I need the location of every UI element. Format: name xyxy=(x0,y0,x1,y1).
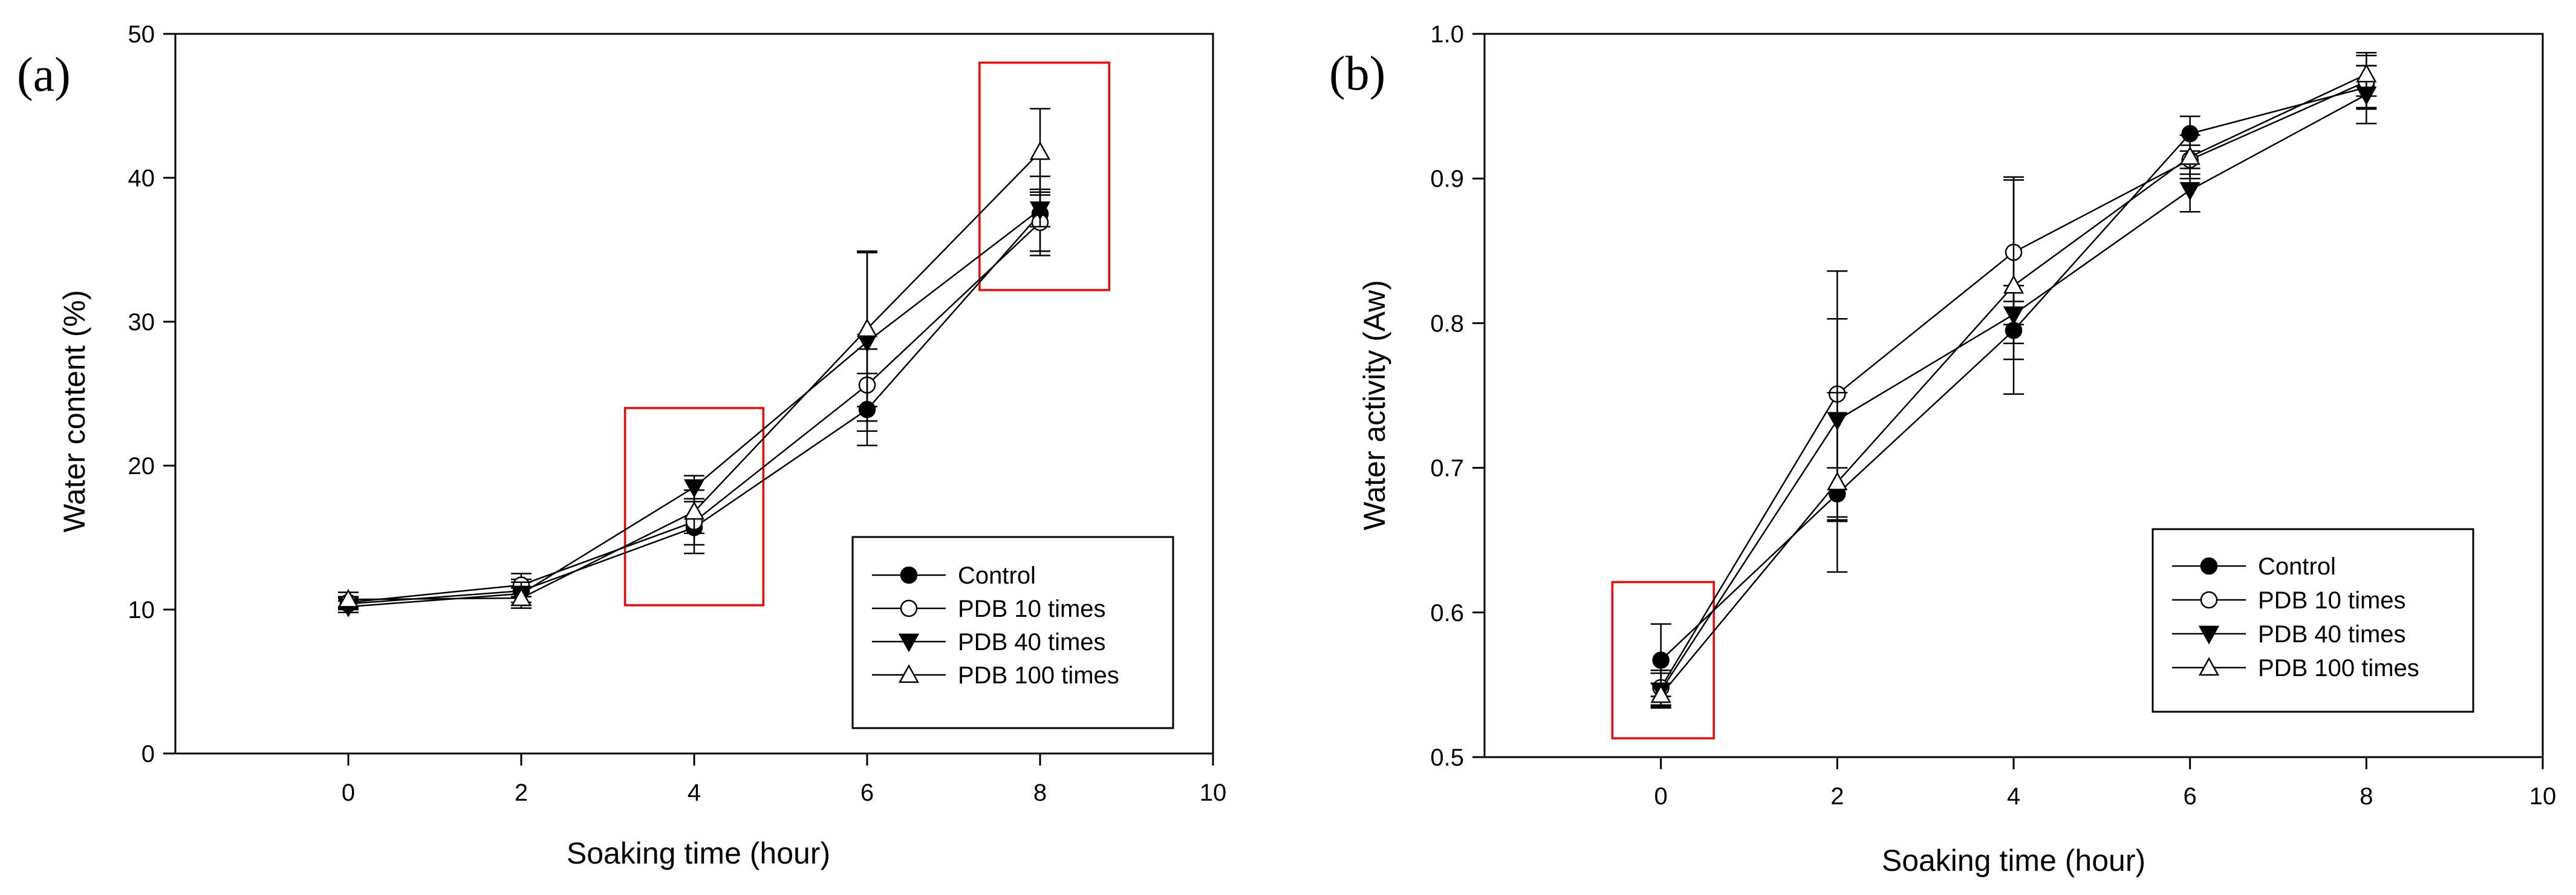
panel-b-x-tick-label: 0 xyxy=(1654,783,1668,810)
panel-a-y-tick-label: 40 xyxy=(128,165,155,192)
panel-b-data-point xyxy=(2356,63,2377,83)
panel-b-legend-label: Control xyxy=(2258,553,2336,580)
panel-a-data-point xyxy=(856,318,878,337)
panel-a-y-tick-label: 50 xyxy=(128,21,155,48)
panel-a-legend-marker xyxy=(900,599,918,617)
panel-a-legend: Control PDB 10 times PDB 40 times PDB 100 t… xyxy=(851,536,1174,729)
panel-b-legend-label: PDB 10 times xyxy=(2258,587,2406,614)
panel-b-x-axis-label: Soaking time (hour) xyxy=(1882,844,2145,877)
panel-a-axes: 0 2 4 6 8 10 0 10 20 30 40 50 Control PDB 10 times PDB… xyxy=(128,21,1227,806)
panel-a-highlight-box xyxy=(978,61,1111,291)
panel-b-x-tick-label: 4 xyxy=(2007,783,2020,810)
panel-b-legend-label: PDB 100 times xyxy=(2258,655,2419,682)
panel-b-data-point xyxy=(2003,275,2025,294)
panel-a-legend-label: PDB 10 times xyxy=(958,596,1106,622)
panel-b-x-tick-label: 6 xyxy=(2184,783,2197,810)
panel-a-data-point xyxy=(683,501,705,520)
panel-a-x-tick-label: 0 xyxy=(342,779,355,806)
panel-a-y-tick-label: 20 xyxy=(128,453,155,480)
panel-b-data-point xyxy=(1827,471,1848,490)
panel-b-data-point xyxy=(1650,684,1671,703)
panel-b-label: (b) xyxy=(1329,47,1385,100)
panel-b-axes: 0 2 4 6 8 10 0.5 0.6 0.7 0.8 0.9 1.0 Control PDB 10 t… xyxy=(1430,21,2556,810)
panel-a-series-4 xyxy=(337,108,1051,609)
panel-a-label: (a) xyxy=(17,48,71,102)
panel-b-x-tick-label: 10 xyxy=(2529,783,2557,810)
panel-a-highlight-box xyxy=(623,407,765,607)
panel-b: (b) 0 2 4 6 8 10 0.5 0.6 0.7 0.8 0.9 1.0 Control PDB … xyxy=(1329,21,2556,877)
panel-b-legend: Control PDB 10 times PDB 40 times PDB 100 t… xyxy=(2152,528,2474,713)
panel-b-highlight-box xyxy=(1611,581,1715,740)
panel-a-y-tick-label: 10 xyxy=(128,597,155,623)
panel-b-y-tick-label: 0.9 xyxy=(1430,166,1464,192)
panel-a-data-point xyxy=(337,588,359,608)
panel-a-legend-marker xyxy=(898,633,920,653)
panel-a-y-tick-label: 0 xyxy=(141,741,155,767)
panel-a-legend-label: PDB 100 times xyxy=(958,662,1119,689)
panel-a-data-point xyxy=(510,587,532,607)
panel-a: (a) 0 2 4 6 8 10 0 10 20 30 40 50 Control PDB 10 time… xyxy=(17,21,1226,870)
panel-a-data-point xyxy=(683,479,705,498)
panel-b-data-point xyxy=(1652,651,1670,669)
panel-a-x-axis-label: Soaking time (hour) xyxy=(567,836,830,870)
panel-b-legend-marker xyxy=(2200,591,2218,609)
panel-a-y-tick-label: 30 xyxy=(128,309,155,336)
panel-a-legend-marker xyxy=(900,566,918,584)
panel-a-x-tick-label: 4 xyxy=(688,779,701,806)
panel-b-y-tick-label: 0.5 xyxy=(1430,744,1464,771)
panel-b-legend-label: PDB 40 times xyxy=(2258,621,2406,648)
panel-a-data-point xyxy=(1029,141,1051,160)
panel-b-y-tick-label: 0.7 xyxy=(1430,455,1464,482)
panel-a-legend-label: Control xyxy=(958,562,1036,589)
panel-a-y-axis-label: Water content (%) xyxy=(57,290,91,532)
panel-a-legend-label: PDB 40 times xyxy=(958,629,1106,656)
panel-b-y-tick-label: 0.8 xyxy=(1430,310,1464,337)
panel-b-y-tick-label: 0.6 xyxy=(1430,600,1464,626)
panel-a-x-tick-label: 2 xyxy=(515,779,528,806)
panel-b-y-tick-label: 1.0 xyxy=(1430,21,1464,48)
panel-b-legend-marker xyxy=(2198,625,2220,645)
panel-b-legend-marker xyxy=(2198,657,2220,676)
panel-b-data-point xyxy=(2179,182,2200,201)
panel-b-y-axis-label: Water activity (Aw) xyxy=(1358,280,1391,530)
panel-b-legend-marker xyxy=(2200,557,2218,575)
panel-a-legend-marker xyxy=(898,664,920,683)
panel-b-x-tick-label: 8 xyxy=(2360,783,2373,810)
panel-b-x-tick-label: 2 xyxy=(1830,783,1844,810)
panel-a-x-tick-label: 8 xyxy=(1033,779,1047,806)
panel-b-data-point xyxy=(2179,146,2200,165)
panel-a-x-tick-label: 6 xyxy=(860,779,874,806)
panel-a-data-point xyxy=(1029,201,1051,220)
panel-b-series-4 xyxy=(1650,51,2377,708)
panel-a-x-tick-label: 10 xyxy=(1200,779,1227,806)
